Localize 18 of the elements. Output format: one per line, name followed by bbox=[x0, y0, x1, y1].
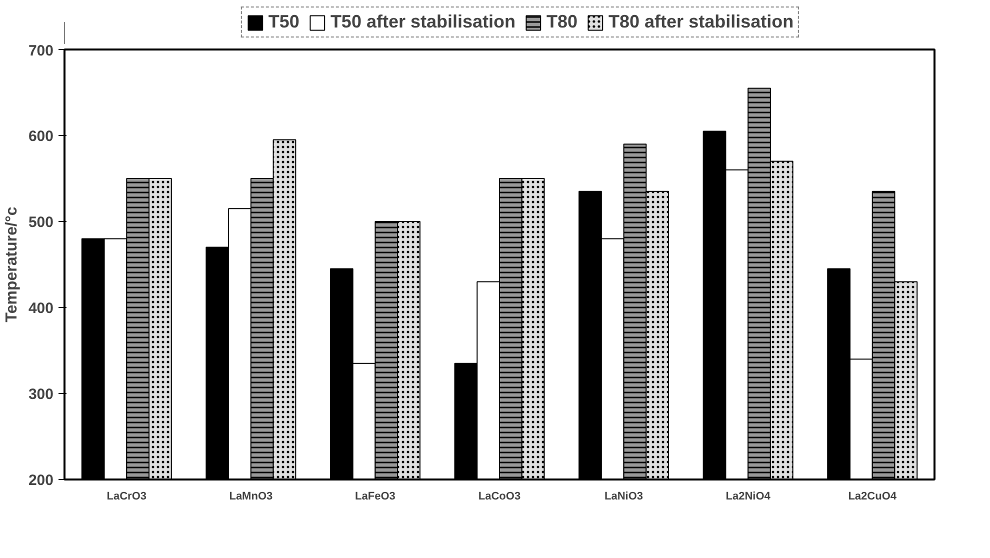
y-axis-title: Temperature/°c bbox=[3, 206, 20, 322]
y-tick-label: 200 bbox=[28, 472, 54, 489]
x-tick-label: LaCrO3 bbox=[106, 490, 147, 502]
legend-label: T80 bbox=[546, 12, 578, 32]
x-tick-label: LaFeO3 bbox=[355, 490, 396, 502]
y-tick-label: 400 bbox=[28, 300, 54, 317]
y-tick-label: 700 bbox=[28, 42, 54, 60]
y-tick-label: 600 bbox=[28, 128, 54, 145]
legend-label: T50 bbox=[268, 12, 300, 32]
y-tick-label: 300 bbox=[28, 386, 54, 403]
y-tick-label: 500 bbox=[28, 214, 54, 231]
x-tick-label: La2NiO4 bbox=[726, 490, 772, 502]
legend-label: T80 after stabilisation bbox=[608, 12, 794, 32]
legend-label: T50 after stabilisation bbox=[330, 12, 516, 32]
x-tick-label: La2CuO4 bbox=[848, 490, 898, 502]
x-tick-label: LaNiO3 bbox=[604, 490, 644, 502]
x-tick-label: LaMnO3 bbox=[229, 490, 273, 502]
x-tick-label: LaCoO3 bbox=[478, 490, 521, 502]
